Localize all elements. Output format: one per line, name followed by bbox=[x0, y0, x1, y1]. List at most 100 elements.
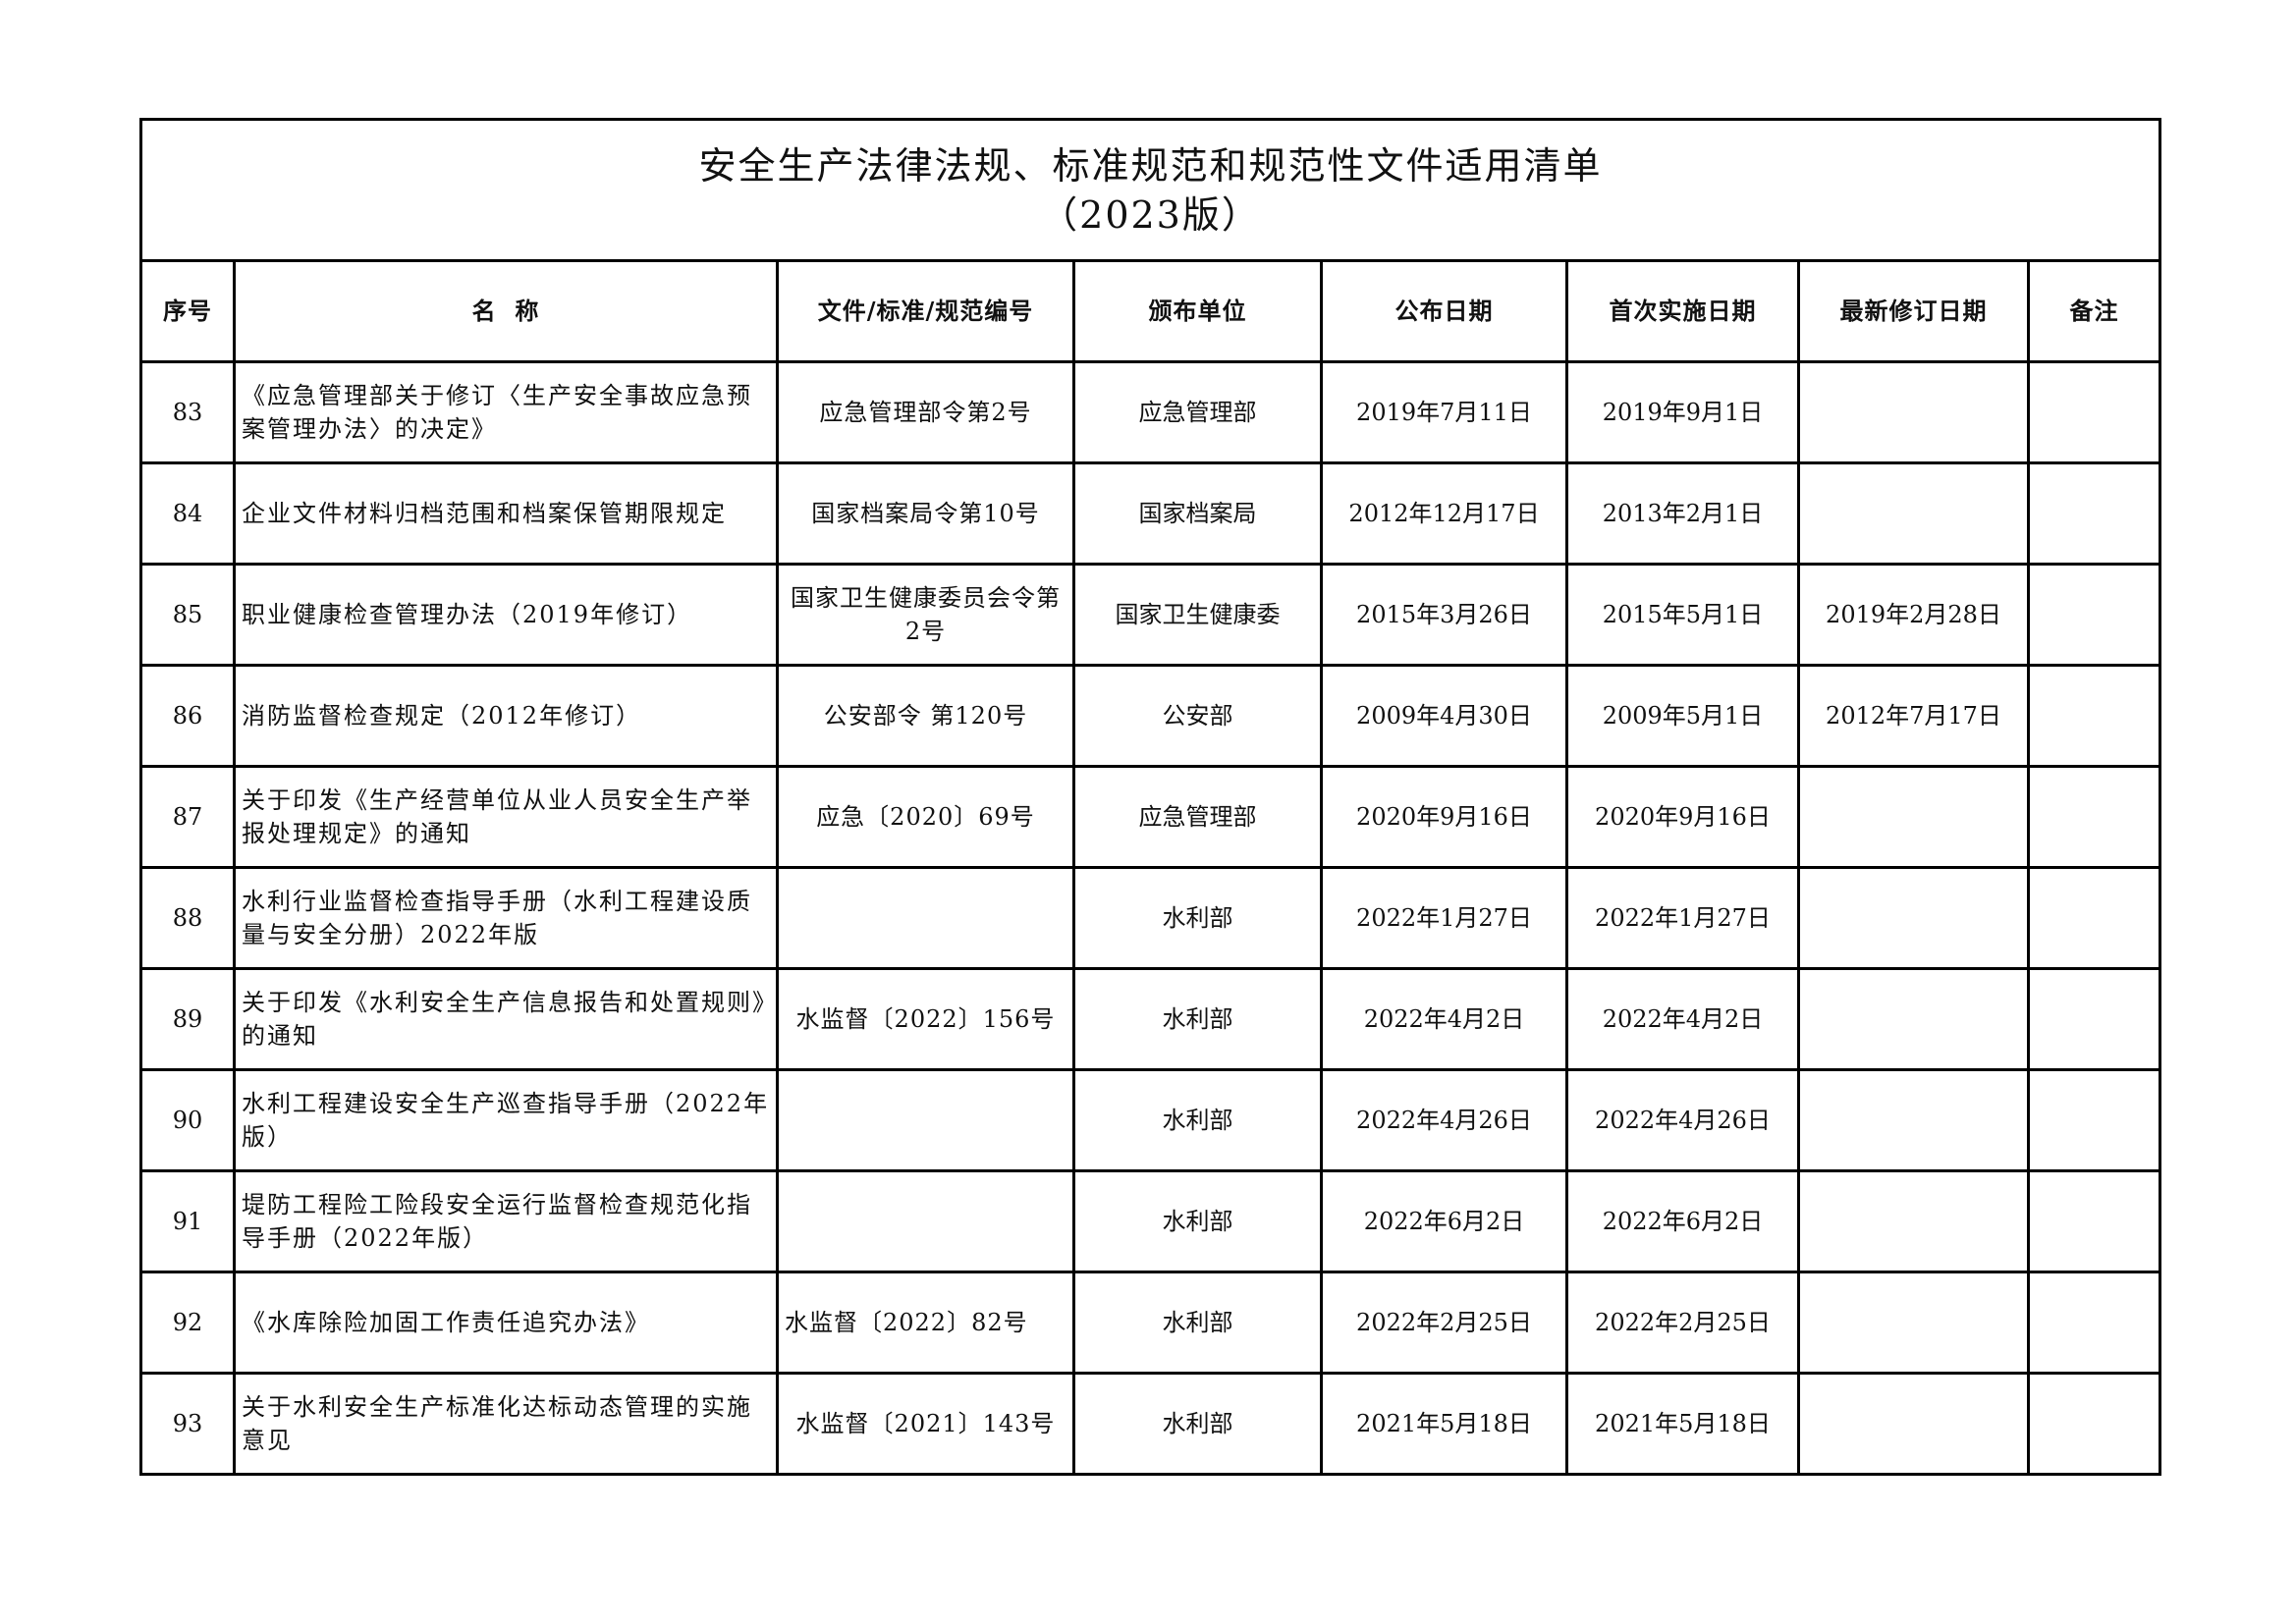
cell-published: 2022年4月26日 bbox=[1320, 1068, 1568, 1172]
cell-doc: 国家档案局令第10号 bbox=[776, 461, 1075, 566]
table-row: 88 水利行业监督检查指导手册（水利工程建设质量与安全分册）2022年版 水利部 20… bbox=[139, 866, 2162, 970]
cell-no: 84 bbox=[139, 461, 236, 566]
table-row: 93 关于水利安全生产标准化达标动态管理的实施意见 水监督〔2021〕143号 水利部… bbox=[139, 1372, 2162, 1476]
cell-issuer: 水利部 bbox=[1072, 1169, 1323, 1273]
cell-revised bbox=[1797, 1068, 2030, 1172]
cell-no: 91 bbox=[139, 1169, 236, 1273]
table-row: 91 堤防工程险工险段安全运行监督检查规范化指导手册（2022年版） 水利部 2022… bbox=[139, 1169, 2162, 1273]
cell-note bbox=[2026, 1068, 2162, 1172]
cell-doc: 国家卫生健康委员会令第2号 bbox=[776, 563, 1075, 667]
cell-no: 93 bbox=[139, 1372, 236, 1476]
cell-issuer: 应急管理部 bbox=[1072, 765, 1323, 869]
cell-effective: 2019年9月1日 bbox=[1565, 360, 1800, 464]
cell-revised bbox=[1797, 1372, 2030, 1476]
header-effective: 首次实施日期 bbox=[1565, 259, 1800, 363]
cell-issuer: 应急管理部 bbox=[1072, 360, 1323, 464]
cell-revised bbox=[1797, 461, 2030, 566]
cell-note bbox=[2026, 360, 2162, 464]
cell-name: 水利工程建设安全生产巡查指导手册（2022年版） bbox=[233, 1068, 779, 1172]
cell-issuer: 水利部 bbox=[1072, 866, 1323, 970]
cell-published: 2012年12月17日 bbox=[1320, 461, 1568, 566]
cell-doc bbox=[776, 1169, 1075, 1273]
cell-published: 2022年2月25日 bbox=[1320, 1271, 1568, 1375]
cell-doc: 水监督〔2022〕82号 bbox=[776, 1271, 1075, 1375]
cell-note bbox=[2026, 967, 2162, 1071]
cell-doc: 水监督〔2021〕143号 bbox=[776, 1372, 1075, 1476]
cell-issuer: 水利部 bbox=[1072, 1068, 1323, 1172]
cell-effective: 2015年5月1日 bbox=[1565, 563, 1800, 667]
header-revised: 最新修订日期 bbox=[1797, 259, 2030, 363]
cell-published: 2021年5月18日 bbox=[1320, 1372, 1568, 1476]
cell-note bbox=[2026, 664, 2162, 768]
cell-revised bbox=[1797, 866, 2030, 970]
cell-no: 86 bbox=[139, 664, 236, 768]
table-row: 83 《应急管理部关于修订〈生产安全事故应急预案管理办法〉的决定》 应急管理部令第2… bbox=[139, 360, 2162, 464]
cell-name: 《水库除险加固工作责任追究办法》 bbox=[233, 1271, 779, 1375]
cell-published: 2022年6月2日 bbox=[1320, 1169, 1568, 1273]
cell-effective: 2020年9月16日 bbox=[1565, 765, 1800, 869]
cell-revised bbox=[1797, 1271, 2030, 1375]
cell-name: 关于水利安全生产标准化达标动态管理的实施意见 bbox=[233, 1372, 779, 1476]
cell-revised bbox=[1797, 360, 2030, 464]
header-published: 公布日期 bbox=[1320, 259, 1568, 363]
cell-published: 2022年4月2日 bbox=[1320, 967, 1568, 1071]
cell-name: 消防监督检查规定（2012年修订） bbox=[233, 664, 779, 768]
cell-effective: 2021年5月18日 bbox=[1565, 1372, 1800, 1476]
cell-effective: 2022年2月25日 bbox=[1565, 1271, 1800, 1375]
cell-published: 2022年1月27日 bbox=[1320, 866, 1568, 970]
table-row: 85 职业健康检查管理办法（2019年修订） 国家卫生健康委员会令第2号 国家卫生健康… bbox=[139, 563, 2162, 667]
header-no: 序号 bbox=[139, 259, 236, 363]
cell-published: 2009年4月30日 bbox=[1320, 664, 1568, 768]
cell-issuer: 公安部 bbox=[1072, 664, 1323, 768]
table-row: 86 消防监督检查规定（2012年修订） 公安部令 第120号 公安部 2009年4月3… bbox=[139, 664, 2162, 768]
cell-name: 关于印发《生产经营单位从业人员安全生产举报处理规定》的通知 bbox=[233, 765, 779, 869]
header-note: 备注 bbox=[2026, 259, 2162, 363]
cell-revised: 2019年2月28日 bbox=[1797, 563, 2030, 667]
cell-effective: 2009年5月1日 bbox=[1565, 664, 1800, 768]
cell-revised: 2012年7月17日 bbox=[1797, 664, 2030, 768]
cell-note bbox=[2026, 866, 2162, 970]
regulations-table: 安全生产法律法规、标准规范和规范性文件适用清单 （2023版） 序号 名 称 文… bbox=[138, 118, 2162, 1476]
cell-no: 87 bbox=[139, 765, 236, 869]
table-row: 87 关于印发《生产经营单位从业人员安全生产举报处理规定》的通知 应急〔2020〕6… bbox=[139, 765, 2162, 869]
cell-name: 水利行业监督检查指导手册（水利工程建设质量与安全分册）2022年版 bbox=[233, 866, 779, 970]
cell-doc: 水监督〔2022〕156号 bbox=[776, 967, 1075, 1071]
cell-no: 90 bbox=[139, 1068, 236, 1172]
cell-name: 关于印发《水利安全生产信息报告和处置规则》的通知 bbox=[233, 967, 779, 1071]
table-row: 90 水利工程建设安全生产巡查指导手册（2022年版） 水利部 2022年4月26日 2… bbox=[139, 1068, 2162, 1172]
cell-issuer: 水利部 bbox=[1072, 1372, 1323, 1476]
cell-effective: 2022年4月2日 bbox=[1565, 967, 1800, 1071]
header-doc: 文件/标准/规范编号 bbox=[776, 259, 1075, 363]
cell-no: 92 bbox=[139, 1271, 236, 1375]
cell-revised bbox=[1797, 1169, 2030, 1273]
table-row: 92 《水库除险加固工作责任追究办法》 水监督〔2022〕82号 水利部 2022年2月… bbox=[139, 1271, 2162, 1375]
cell-doc bbox=[776, 1068, 1075, 1172]
cell-name: 《应急管理部关于修订〈生产安全事故应急预案管理办法〉的决定》 bbox=[233, 360, 779, 464]
cell-revised bbox=[1797, 967, 2030, 1071]
header-issuer: 颁布单位 bbox=[1072, 259, 1323, 363]
cell-no: 83 bbox=[139, 360, 236, 464]
cell-note bbox=[2026, 461, 2162, 566]
cell-doc: 公安部令 第120号 bbox=[776, 664, 1075, 768]
cell-effective: 2022年6月2日 bbox=[1565, 1169, 1800, 1273]
cell-no: 85 bbox=[139, 563, 236, 667]
cell-note bbox=[2026, 765, 2162, 869]
cell-published: 2015年3月26日 bbox=[1320, 563, 1568, 667]
title-line-1: 安全生产法律法规、标准规范和规范性文件适用清单 bbox=[698, 143, 1603, 188]
cell-effective: 2022年4月26日 bbox=[1565, 1068, 1800, 1172]
cell-effective: 2013年2月1日 bbox=[1565, 461, 1800, 566]
cell-doc: 应急〔2020〕69号 bbox=[776, 765, 1075, 869]
cell-published: 2020年9月16日 bbox=[1320, 765, 1568, 869]
cell-doc bbox=[776, 866, 1075, 970]
cell-name: 企业文件材料归档范围和档案保管期限规定 bbox=[233, 461, 779, 566]
cell-effective: 2022年1月27日 bbox=[1565, 866, 1800, 970]
cell-note bbox=[2026, 563, 2162, 667]
cell-name: 堤防工程险工险段安全运行监督检查规范化指导手册（2022年版） bbox=[233, 1169, 779, 1273]
title-line-2: （2023版） bbox=[1040, 192, 1261, 237]
cell-no: 88 bbox=[139, 866, 236, 970]
cell-doc: 应急管理部令第2号 bbox=[776, 360, 1075, 464]
cell-issuer: 水利部 bbox=[1072, 1271, 1323, 1375]
header-row: 序号 名 称 文件/标准/规范编号 颁布单位 公布日期 首次实施日期 最新修订日… bbox=[139, 259, 2162, 363]
cell-published: 2019年7月11日 bbox=[1320, 360, 1568, 464]
header-name: 名 称 bbox=[233, 259, 779, 363]
